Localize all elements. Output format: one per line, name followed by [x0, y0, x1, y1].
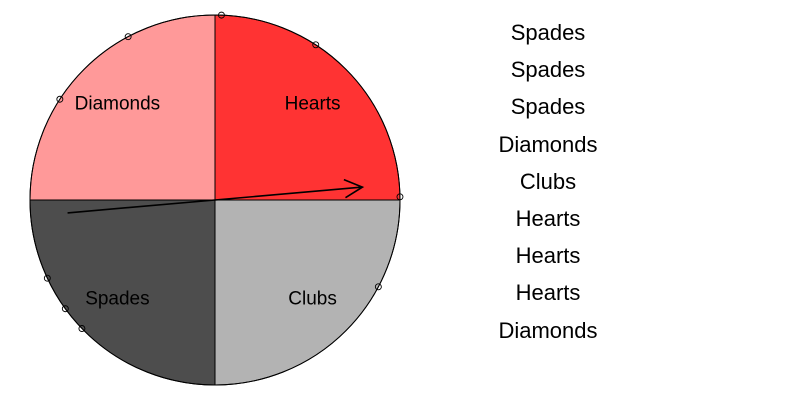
wedge-label-spades: Spades	[85, 289, 149, 310]
draw-result: Spades	[510, 57, 586, 83]
arrow-head	[343, 178, 365, 199]
draw-result: Clubs	[519, 168, 577, 194]
draw-results-list: Spades Spades Spades Diamonds Clubs Hear…	[468, 14, 628, 349]
spinner-wedges	[29, 14, 401, 386]
landing-mark	[56, 95, 64, 103]
wedge-labels: Hearts Diamonds Spades Clubs	[75, 93, 341, 309]
draw-result: Diamonds	[498, 317, 598, 343]
landing-mark	[312, 41, 320, 49]
wedge-label-hearts: Hearts	[285, 93, 341, 114]
draw-result: Hearts	[515, 243, 581, 269]
landing-marks	[43, 11, 404, 332]
landing-mark	[78, 325, 86, 332]
spinner-figure: Hearts Diamonds Spades Clubs	[29, 11, 404, 386]
draw-result: Spades	[510, 94, 586, 120]
wedge-label-diamonds: Diamonds	[75, 93, 161, 114]
draw-result: Hearts	[515, 205, 581, 231]
draw-result: Diamonds	[498, 131, 598, 157]
landing-mark	[374, 283, 382, 291]
landing-mark	[218, 11, 225, 19]
landing-mark	[43, 274, 51, 282]
wedge-label-clubs: Clubs	[288, 289, 337, 310]
draw-result: Hearts	[515, 280, 581, 306]
draw-result: Spades	[510, 20, 586, 45]
landing-mark	[61, 305, 69, 313]
landing-mark	[124, 33, 132, 41]
landing-mark	[396, 193, 404, 201]
spinner-arrow	[67, 178, 365, 214]
arrow-shaft	[67, 186, 363, 214]
